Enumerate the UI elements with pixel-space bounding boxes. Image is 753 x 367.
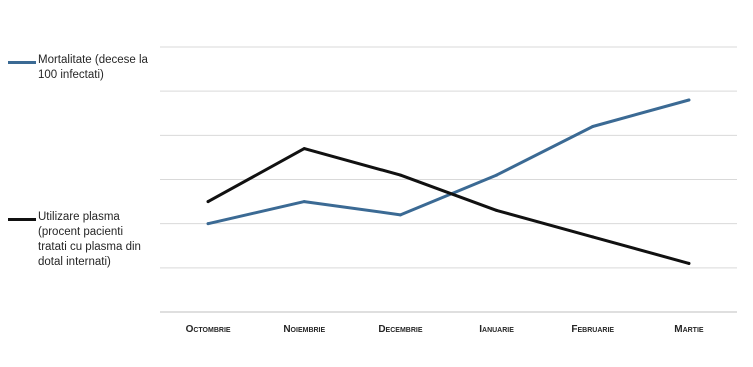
x-tick-label: Ianuarie (479, 324, 514, 335)
mortalitate-point (303, 200, 306, 203)
legend-label-mortalitate: Mortalitate (decese la 100 infectati) (38, 53, 153, 83)
legend-swatch-mortalitate (8, 61, 36, 64)
legend-swatch-plasma (8, 218, 36, 221)
plasma-point (687, 262, 690, 265)
series-lines (207, 99, 691, 265)
x-tick-label: Octombrie (186, 324, 231, 335)
x-tick-label: Noiembrie (283, 324, 325, 335)
mortalitate-point (399, 213, 402, 216)
plasma-point (207, 200, 210, 203)
legend-item-plasma: Utilizare plasma (procent pacienti trata… (8, 210, 153, 270)
plasma-point (399, 174, 402, 177)
x-tick-label: Decembrie (378, 324, 423, 335)
mortalitate-point (207, 222, 210, 225)
grid-lines (160, 47, 737, 268)
plasma-point (591, 235, 594, 238)
x-tick-label: Februarie (571, 324, 614, 335)
mortalitate-point (495, 174, 498, 177)
mortalitate-point (591, 125, 594, 128)
legend-label-plasma: Utilizare plasma (procent pacienti trata… (38, 210, 153, 270)
plasma-point (303, 147, 306, 150)
x-tick-label: Martie (674, 324, 704, 335)
legend-item-mortalitate: Mortalitate (decese la 100 infectati) (8, 53, 153, 83)
mortalitate-point (687, 99, 690, 102)
plasma-point (495, 209, 498, 212)
x-tick-labels: Octombrie Noiembrie Decembrie Ianuarie Febru… (186, 324, 704, 335)
